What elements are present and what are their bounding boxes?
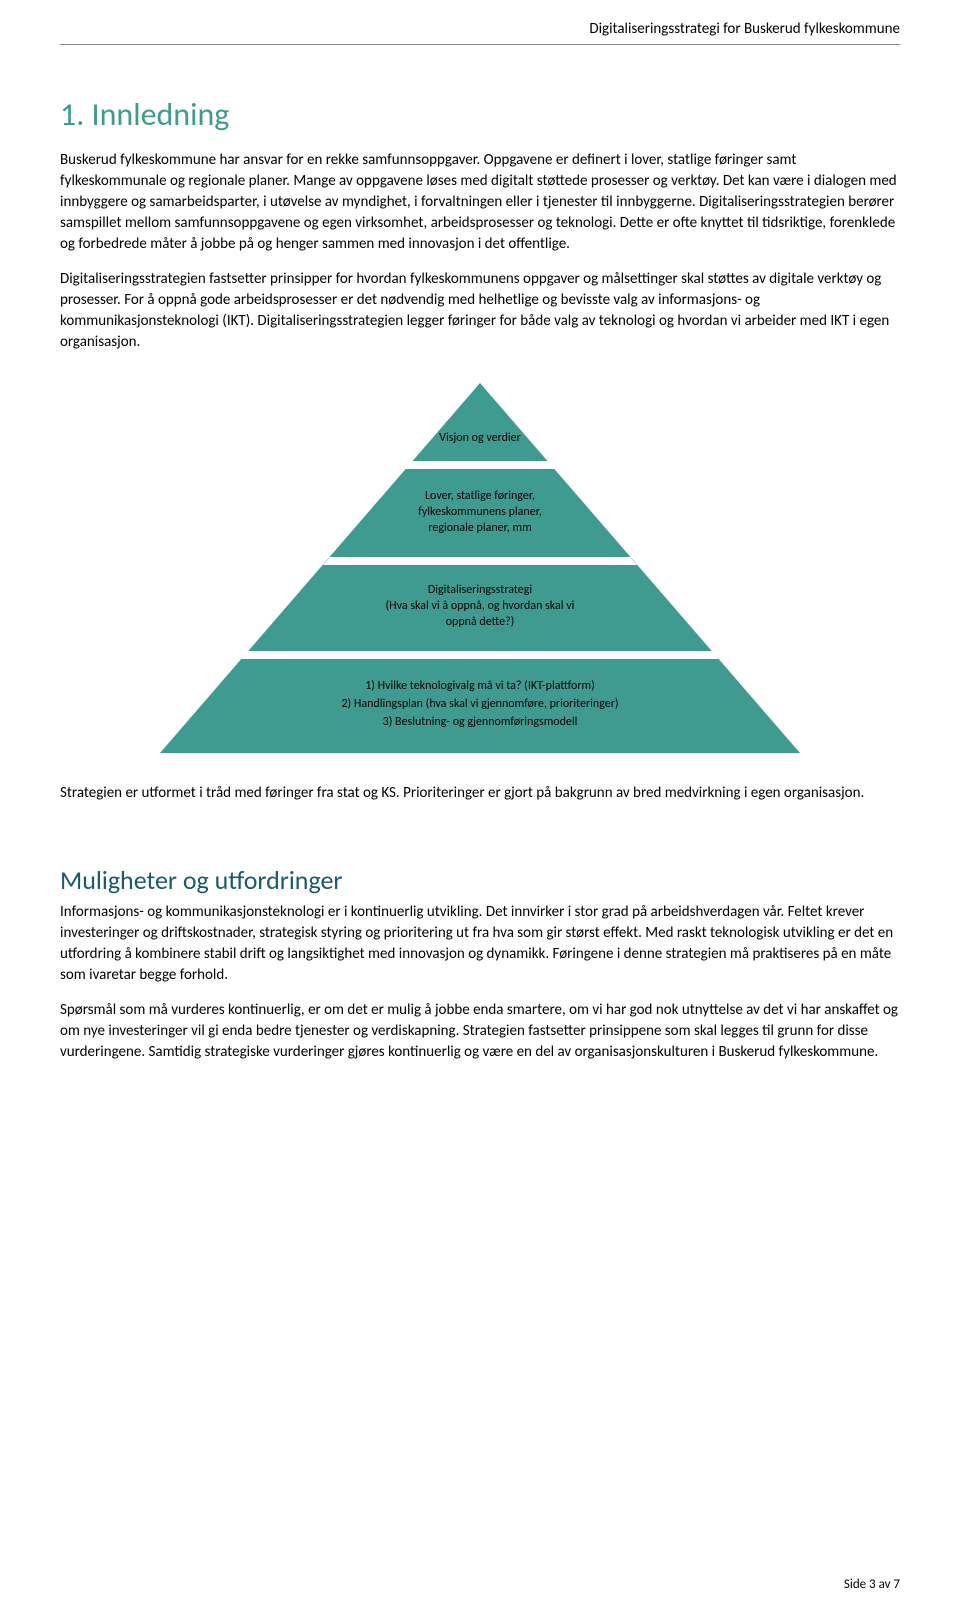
pyramid-gap-3 [241,651,719,659]
pyramid-gap-1 [405,461,555,469]
pyramid-level-4-label-3: 3) Beslutning- og gjennomføringsmodell [383,715,578,729]
pyramid-diagram: Visjon og verdier Lover, statlige føring… [160,383,800,753]
pyramid-level-1-label: Visjon og verdier [439,431,521,445]
document-page: Digitaliseringsstrategi for Buskerud fyl… [0,0,960,1612]
pyramid-level-4-label-2: 2) Handlingsplan (hva skal vi gjennomfør… [341,697,618,711]
paragraph-5: Spørsmål som må vurderes kontinuerlig, e… [60,1000,900,1063]
pyramid-level-4-label-1: 1) Hvilke teknologivalg må vi ta? (IKT-p… [365,679,595,693]
header-title: Digitaliseringsstrategi for Buskerud fyl… [60,20,900,45]
pyramid-level-2-label-2: fylkeskommunens planer, [418,505,542,519]
paragraph-3: Strategien er utformet i tråd med føring… [60,783,900,804]
pyramid-level-2-label-3: regionale planer, mm [428,521,531,535]
pyramid-svg: Visjon og verdier Lover, statlige føring… [160,383,800,753]
pyramid-level-3-label-3: oppnå dette?) [446,615,515,629]
pyramid-level-3-label-1: Digitaliseringsstrategi [428,583,533,597]
pyramid-gap-2 [323,557,637,565]
paragraph-2: Digitaliseringsstrategien fastsetter pri… [60,269,900,353]
pyramid-level-3-label-2: (Hva skal vi å oppnå, og hvordan skal vi [386,599,575,613]
section-2-heading: Muligheter og utfordringer [60,864,900,896]
page-footer: Side 3 av 7 [844,1577,900,1592]
pyramid-level-2-label-1: Lover, statlige føringer, [425,489,535,503]
paragraph-4: Informasjons- og kommunikasjonsteknologi… [60,902,900,986]
paragraph-1: Buskerud fylkeskommune har ansvar for en… [60,150,900,255]
section-1-heading: 1. Innledning [60,95,900,134]
